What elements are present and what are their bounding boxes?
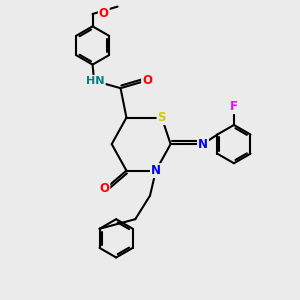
Text: S: S: [158, 111, 166, 124]
Text: N: N: [151, 164, 161, 177]
Text: HN: HN: [86, 76, 105, 86]
Text: O: O: [99, 182, 110, 195]
Text: F: F: [230, 100, 238, 113]
Text: N: N: [198, 138, 208, 151]
Text: O: O: [99, 8, 109, 20]
Text: O: O: [142, 74, 152, 87]
